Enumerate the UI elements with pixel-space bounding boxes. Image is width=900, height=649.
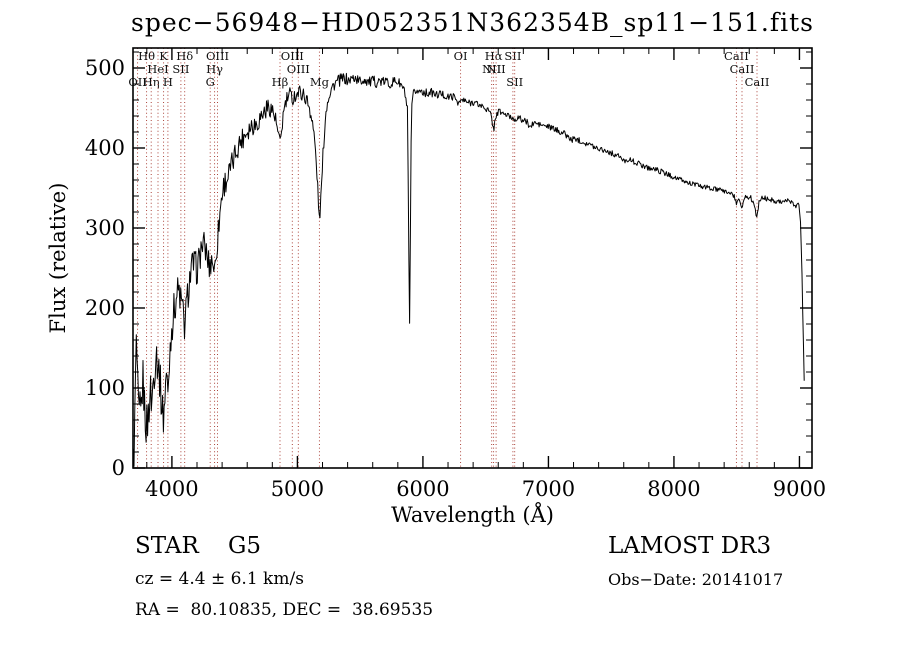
spectral-line-label: Hδ [176,49,193,63]
spectral-line-label: OIII [281,49,304,63]
spectral-line-label: OIII [287,62,310,76]
y-tick-label: 100 [85,376,125,400]
spectral-line-label: HeI [147,62,168,76]
y-tick-label: 300 [85,216,125,240]
spectral-line-label: Mg [310,75,330,89]
spectral-line-label: Hη [143,75,160,89]
x-axis-label: Wavelength (Å) [391,503,554,527]
page-title: spec−56948−HD052351N362354B_sp11−151.fit… [131,8,814,37]
x-tick-label: 5000 [271,477,324,501]
coordinates-label: RA = 80.10835, DEC = 38.69535 [135,600,434,620]
x-tick-label: 8000 [647,477,700,501]
spectral-line-label: Hβ [272,75,289,89]
x-tick-label: 9000 [773,477,826,501]
spectral-line-label: NII [487,62,506,76]
plot-border [132,47,813,469]
spectral-line-label: OI [454,49,468,63]
obs-date-label: Obs−Date: 20141017 [608,570,784,589]
y-tick-label: 0 [112,456,125,480]
spectrum-plot-canvas: OIIHθHηHeIKHSIIHδGHγOIIIHβOIIIOIIIMgOINI… [85,47,826,501]
y-tick-label: 400 [85,136,125,160]
spectral-line-label: Hα [485,49,503,63]
spectral-line-label: CaII [724,49,749,63]
spectral-line-label: CaII [730,62,755,76]
spectral-line-label: CaII [745,75,770,89]
spectral-line-label: SII [504,49,521,63]
x-tick-label: 7000 [522,477,575,501]
spectral-line-label: Hγ [206,62,223,76]
y-axis-label: Flux (relative) [46,182,70,334]
spectral-line-label: SII [172,62,189,76]
spectral-line-label: SII [506,75,523,89]
x-tick-label: 6000 [396,477,449,501]
object-type-label: STAR G5 [135,533,262,559]
radial-velocity-label: cz = 4.4 ± 6.1 km/s [135,569,304,589]
spectral-line-label: K [159,49,168,63]
x-tick-label: 4000 [145,477,198,501]
spectral-line-label: NII [482,62,501,76]
spectral-line-label: G [206,75,215,89]
spectral-line-label: H [163,75,173,89]
y-tick-label: 200 [85,296,125,320]
spectral-line-label: OIII [206,49,229,63]
survey-label: LAMOST DR3 [608,533,772,559]
spectrum-line [132,72,805,467]
y-tick-label: 500 [85,56,125,80]
